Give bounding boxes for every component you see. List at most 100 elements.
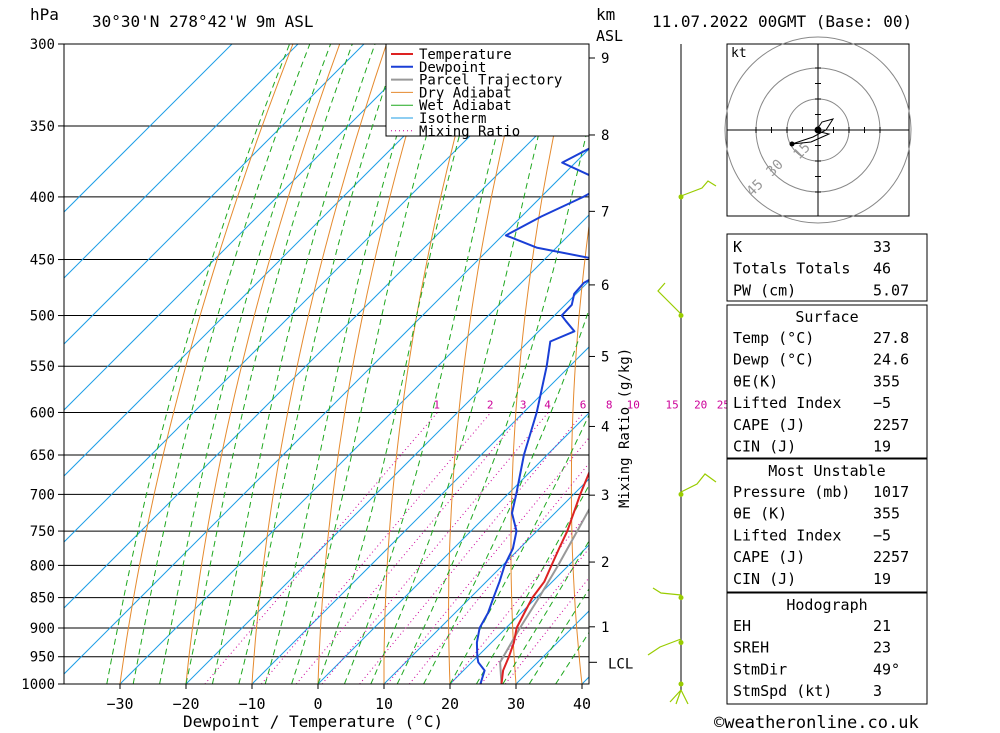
wind-barb xyxy=(647,638,682,656)
hodograph-stats-row-value: 49° xyxy=(873,660,900,678)
pressure-tick-label: 500 xyxy=(30,309,55,325)
wet-adiabat-line xyxy=(238,44,400,684)
temperature-tick-label: −10 xyxy=(238,695,265,713)
most-unstable-row-value: 1017 xyxy=(873,483,909,501)
parcel-trajectory-line xyxy=(499,507,589,684)
isobar-lines xyxy=(64,44,589,684)
surface-row-value: 19 xyxy=(873,438,891,456)
isotherm-line xyxy=(64,44,365,345)
surface-row-value: 355 xyxy=(873,372,900,390)
most-unstable-box xyxy=(726,458,928,593)
most-unstable-row-value: 2257 xyxy=(873,548,909,566)
plot-frame xyxy=(63,43,590,685)
isotherm-line xyxy=(251,346,589,684)
isotherm-line xyxy=(317,412,589,684)
temperature-tick-label: 30 xyxy=(507,695,525,713)
pressure-tick-label: 350 xyxy=(30,119,55,135)
wet-adiabat-line xyxy=(423,308,589,684)
indices-top-row-value: 46 xyxy=(873,260,891,278)
height-tick-label: 2 xyxy=(601,555,609,571)
wet-adiabat-line xyxy=(211,44,376,684)
pressure-tick-label: 400 xyxy=(30,190,55,206)
legend-label: Dry Adiabat xyxy=(419,85,512,101)
wind-barb xyxy=(657,282,682,315)
mixing-ratio-line xyxy=(504,577,589,684)
pressure-tick-label: 900 xyxy=(30,621,55,637)
mixing-ratio-line xyxy=(261,412,492,684)
indices-top-row-label: PW (cm) xyxy=(733,281,796,299)
dry-adiabat-line xyxy=(995,44,1000,684)
plot-area xyxy=(64,44,1000,684)
sounding-series xyxy=(475,45,589,684)
dry-adiabat-line xyxy=(448,44,528,684)
mixing-ratio-lines xyxy=(204,412,589,684)
wet-adiabat-line xyxy=(449,413,589,684)
pressure-tick-label: 850 xyxy=(30,591,55,607)
dry-adiabat-line xyxy=(687,44,715,684)
dewpoint-line xyxy=(475,45,589,684)
hodograph-stats-row-label: StmSpd (kt) xyxy=(733,682,832,700)
dry-adiabat-line xyxy=(570,222,589,684)
height-axis: 1 2 3 4 5 6 7 8 9 LCL xyxy=(589,51,633,672)
datetime-title: 11.07.2022 00GMT (Base: 00) xyxy=(652,12,912,31)
wet-adiabat-line xyxy=(264,44,426,684)
mixing-ratio-label: 4 xyxy=(544,398,551,411)
isotherm-line xyxy=(64,44,233,213)
wind-barb xyxy=(652,587,682,596)
mixing-ratio-label: 6 xyxy=(580,398,587,411)
surface-row-label: Temp (°C) xyxy=(733,329,814,347)
mixing-ratio-line xyxy=(321,412,549,684)
wet-adiabat-line xyxy=(132,44,311,684)
pressure-tick-label: 750 xyxy=(30,524,55,540)
hodograph-trace xyxy=(791,118,835,145)
isotherm-line xyxy=(64,44,299,279)
height-tick-label: 3 xyxy=(601,488,609,504)
legend-label: Dewpoint xyxy=(419,60,486,76)
index-table: K 33 Totals Totals 46 PW (cm) 5.07 Surface Temp… xyxy=(726,233,928,705)
indices-top-row-label: Totals Totals xyxy=(733,260,850,278)
mixing-ratio-label: 3 xyxy=(520,398,527,411)
temperature-tick-label: 0 xyxy=(313,695,322,713)
wind-level-marker xyxy=(678,595,684,601)
height-tick-label: 1 xyxy=(601,620,609,636)
most-unstable-row-label: Pressure (mb) xyxy=(733,483,850,501)
location-title: 30°30'N 278°42'W 9m ASL xyxy=(92,12,314,31)
legend-label: Parcel Trajectory xyxy=(419,73,562,89)
wind-level-marker xyxy=(678,640,684,646)
hodograph-ring xyxy=(724,36,912,224)
pressure-tick-label: 1000 xyxy=(21,677,55,693)
mixing-ratio-label: 2 xyxy=(487,398,494,411)
indices-top-box xyxy=(726,233,928,302)
wet-adiabat-line xyxy=(317,44,486,684)
pressure-tick-label: 700 xyxy=(30,487,55,503)
most-unstable-row-label: Lifted Index xyxy=(733,526,841,544)
mixing-ratio-label: 20 xyxy=(694,398,707,411)
legend-box xyxy=(385,43,590,137)
isotherm-line xyxy=(449,544,589,684)
surface-row-value: −5 xyxy=(873,394,891,412)
hodograph-stats-row-label: EH xyxy=(733,617,751,635)
wind-level-marker xyxy=(678,313,684,319)
surface-title: Surface xyxy=(795,308,858,326)
pressure-axis: 300 350 400 450 500 550 600 650 700 750 800 850 900 9… xyxy=(21,37,64,693)
surface-row-label: CAPE (J) xyxy=(733,416,805,434)
mixing-ratio-axis-title: Mixing Ratio (g/kg) xyxy=(617,348,633,508)
legend-label: Mixing Ratio xyxy=(419,124,520,140)
dry-adiabat-line xyxy=(510,44,575,684)
wind-barb xyxy=(680,180,717,197)
temperature-axis: −30 −20 −10 0 10 20 30 40 xyxy=(106,684,591,713)
isotherm-line xyxy=(119,214,589,684)
wind-level-marker xyxy=(678,491,684,497)
height-unit-km: km xyxy=(596,5,615,24)
most-unstable-row-value: 355 xyxy=(873,505,900,523)
pressure-tick-label: 450 xyxy=(30,253,55,269)
wind-barb xyxy=(680,473,717,493)
mixing-ratio-line xyxy=(204,412,438,684)
mixing-ratio-line xyxy=(450,511,589,684)
surface-box xyxy=(726,304,928,459)
wet-adiabat-line xyxy=(396,120,589,684)
pressure-tick-label: 950 xyxy=(30,650,55,666)
temperature-line xyxy=(500,470,589,684)
